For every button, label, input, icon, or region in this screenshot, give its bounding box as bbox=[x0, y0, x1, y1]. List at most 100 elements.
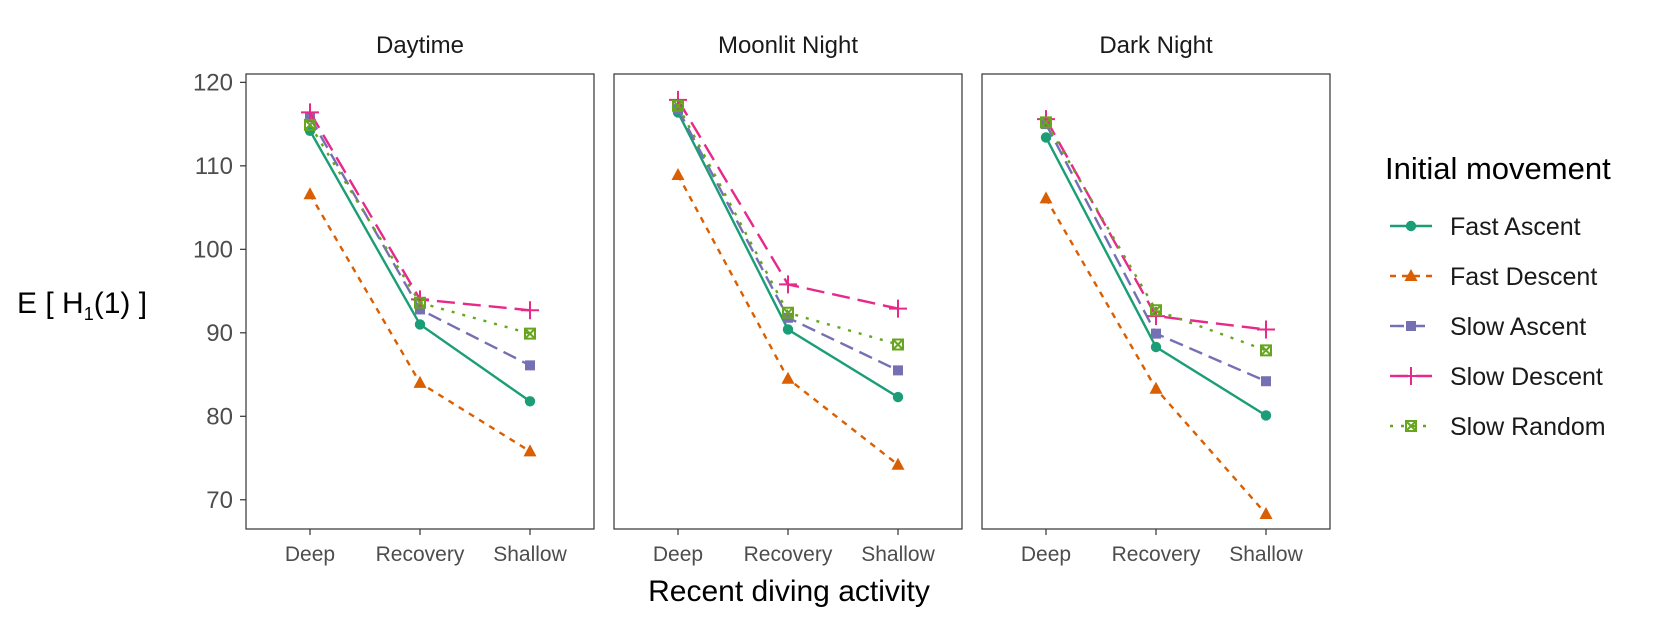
legend-label: Slow Random bbox=[1450, 413, 1606, 441]
data-point bbox=[1259, 506, 1273, 519]
y-title-subscript: 1 bbox=[84, 304, 94, 324]
legend-item-fast-ascent: Fast Ascent bbox=[1390, 213, 1581, 241]
series-slow-ascent bbox=[673, 104, 903, 376]
y-title-tail: (1) ] bbox=[94, 287, 147, 320]
data-point bbox=[524, 396, 536, 407]
x-tick-label: Deep bbox=[653, 543, 703, 566]
data-point bbox=[301, 103, 319, 122]
data-point bbox=[523, 444, 537, 457]
series-slow-random bbox=[672, 99, 904, 351]
panel-daytime: Daytime Deep Recovery Shallow bbox=[245, 32, 595, 566]
x-tick-label: Recovery bbox=[1112, 543, 1201, 566]
data-point bbox=[1260, 344, 1272, 357]
y-tick-label: 110 bbox=[195, 153, 233, 180]
legend-item-fast-descent: Fast Descent bbox=[1390, 263, 1597, 291]
legend-label: Slow Descent bbox=[1450, 363, 1603, 391]
legend: Initial movement Fast Ascent Fast Descent… bbox=[1385, 151, 1611, 441]
x-tick-label: Shallow bbox=[1229, 543, 1303, 566]
y-tick-label: 120 bbox=[193, 69, 233, 96]
data-point bbox=[525, 360, 535, 371]
data-point bbox=[414, 319, 426, 330]
series-fast-ascent bbox=[1040, 132, 1272, 421]
data-point bbox=[413, 375, 427, 388]
panel-dark-night: Dark Night Deep Recovery Shallow bbox=[981, 32, 1331, 566]
legend-item-slow-descent: Slow Descent bbox=[1390, 363, 1603, 391]
legend-marker bbox=[1406, 321, 1416, 331]
data-point bbox=[521, 301, 539, 320]
data-point bbox=[415, 304, 425, 315]
series-slow-descent bbox=[301, 103, 539, 320]
series-line bbox=[308, 111, 531, 312]
y-tick-label: 90 bbox=[206, 320, 233, 347]
series-slow-random bbox=[1040, 116, 1272, 357]
data-point bbox=[303, 187, 317, 200]
data-point bbox=[1151, 328, 1161, 339]
data-point bbox=[1149, 381, 1163, 394]
data-point bbox=[779, 275, 797, 294]
panel-border bbox=[981, 73, 1331, 530]
data-point bbox=[673, 104, 683, 115]
x-tick-label: Recovery bbox=[376, 543, 465, 566]
data-point bbox=[411, 290, 429, 309]
data-point bbox=[893, 365, 903, 376]
y-axis-title: E [ H1(1) ] bbox=[17, 287, 147, 324]
series-fast-descent bbox=[303, 187, 537, 457]
data-point bbox=[1150, 341, 1162, 353]
data-point bbox=[672, 99, 684, 112]
data-point bbox=[304, 118, 316, 131]
data-point bbox=[1150, 304, 1162, 317]
series-slow-descent bbox=[669, 90, 907, 318]
y-tick-label: 70 bbox=[206, 487, 233, 514]
data-point bbox=[1257, 320, 1275, 339]
y-axis: 70 80 90 100 110 120 bbox=[193, 69, 246, 514]
series-fast-ascent bbox=[304, 125, 536, 407]
y-tick-label: 100 bbox=[193, 236, 233, 263]
x-tick-label: Deep bbox=[285, 543, 335, 566]
legend-marker bbox=[1405, 420, 1417, 432]
y-title-base: E [ H bbox=[17, 287, 84, 320]
legend-label: Slow Ascent bbox=[1450, 313, 1586, 341]
series-slow-descent bbox=[1037, 110, 1275, 339]
data-point bbox=[782, 306, 794, 319]
series-line bbox=[308, 130, 531, 403]
panel-title: Dark Night bbox=[1099, 32, 1213, 59]
series-line bbox=[1044, 118, 1267, 331]
series-slow-ascent bbox=[305, 112, 535, 371]
data-point bbox=[782, 324, 794, 335]
data-point bbox=[1037, 110, 1055, 129]
x-tick-label: Shallow bbox=[493, 543, 567, 566]
legend-title: Initial movement bbox=[1385, 151, 1611, 186]
panel-border bbox=[613, 73, 963, 530]
panel-title: Moonlit Night bbox=[718, 32, 858, 59]
series-fast-descent bbox=[671, 168, 905, 470]
legend-item-slow-ascent: Slow Ascent bbox=[1390, 313, 1586, 341]
data-point bbox=[1040, 132, 1052, 143]
x-tick-label: Deep bbox=[1021, 543, 1071, 566]
data-point bbox=[892, 338, 904, 351]
data-point bbox=[892, 391, 904, 403]
x-axis-title: Recent diving activity bbox=[648, 575, 930, 608]
x-tick-label: Shallow bbox=[861, 543, 935, 566]
series-line bbox=[676, 105, 899, 346]
data-point bbox=[1040, 116, 1052, 129]
legend-marker bbox=[1404, 269, 1418, 281]
data-point bbox=[781, 371, 795, 384]
data-point bbox=[671, 168, 685, 181]
data-point bbox=[1039, 191, 1053, 204]
chart-panels: Daytime Deep Recovery Shallow Moonlit Night D… bbox=[245, 32, 1331, 566]
data-point bbox=[524, 327, 536, 340]
data-point bbox=[414, 296, 426, 309]
legend-marker bbox=[1402, 367, 1420, 385]
data-point bbox=[1261, 376, 1271, 387]
legend-label: Fast Ascent bbox=[1450, 213, 1581, 241]
x-tick-label: Recovery bbox=[744, 543, 833, 566]
data-point bbox=[891, 457, 905, 470]
data-point bbox=[889, 299, 907, 318]
data-point bbox=[1260, 410, 1272, 421]
legend-marker bbox=[1405, 220, 1417, 232]
legend-item-slow-random: Slow Random bbox=[1390, 413, 1606, 441]
panel-moonlit-night: Moonlit Night Deep Recovery Shallow bbox=[613, 32, 963, 566]
series-line bbox=[1044, 197, 1267, 515]
panel-title: Daytime bbox=[376, 32, 464, 59]
